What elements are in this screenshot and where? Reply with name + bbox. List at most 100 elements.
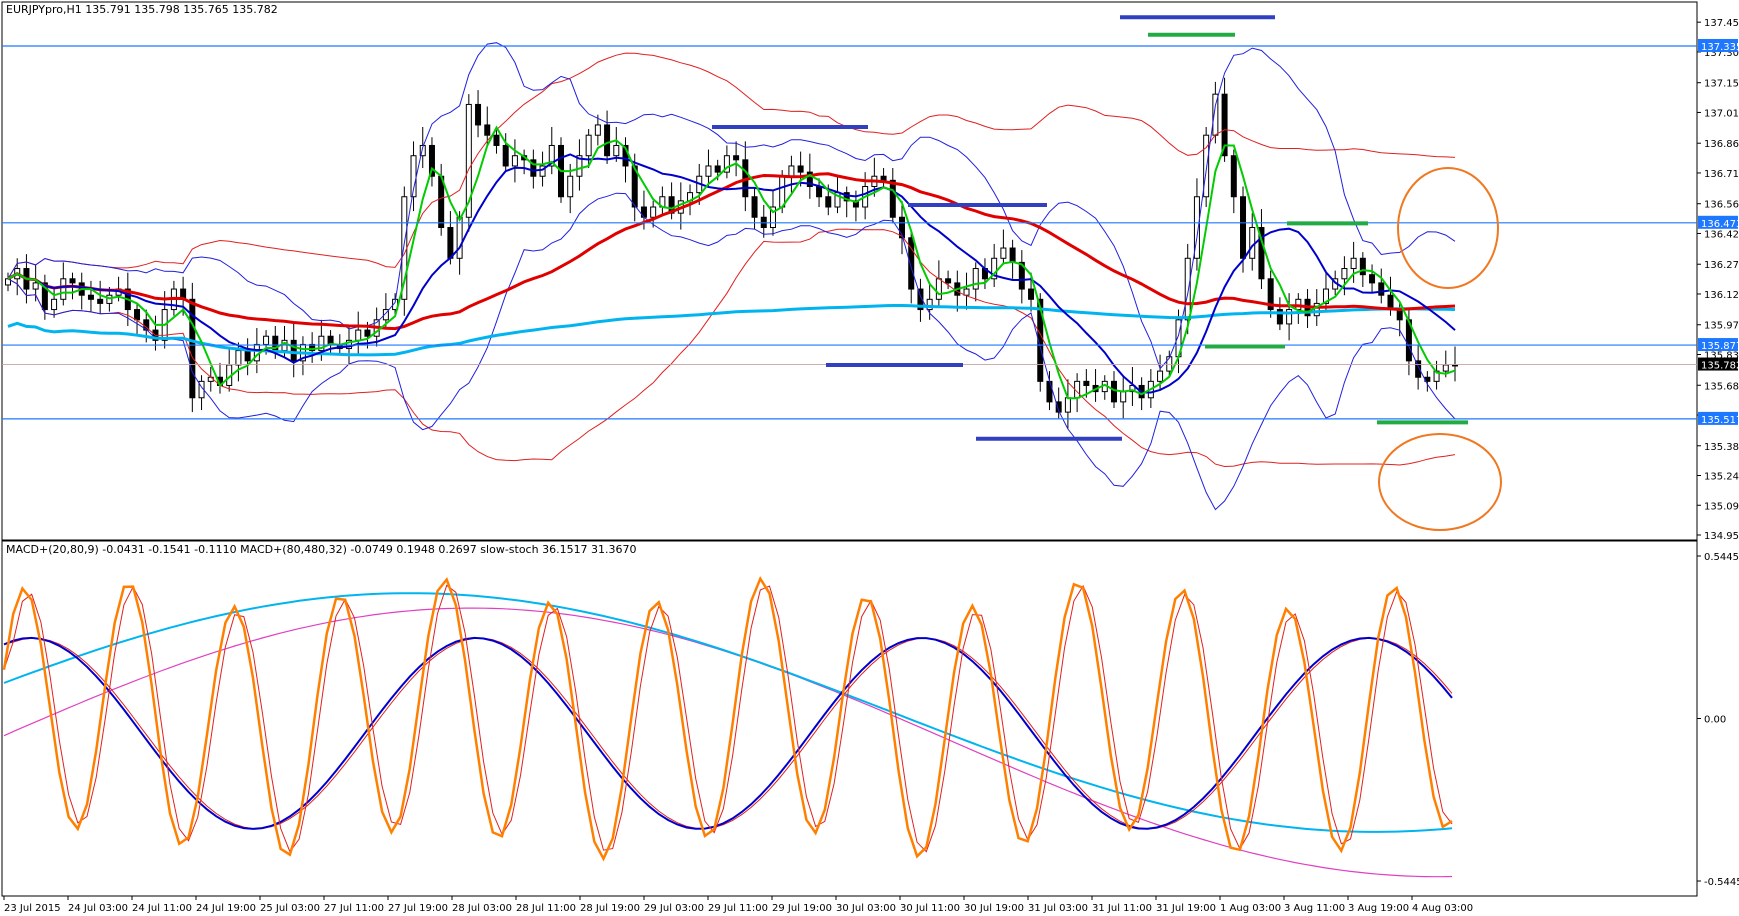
candle-body: [1221, 93, 1228, 157]
candle-body: [1359, 257, 1366, 276]
x-tick-label: 4 Aug 03:00: [1412, 903, 1473, 914]
candle-body: [723, 155, 730, 173]
candle-body: [428, 144, 435, 177]
x-tick-label: 28 Jul 03:00: [452, 903, 512, 914]
candle-body: [1350, 257, 1357, 270]
sub-y-tick-label: -0.5445: [1704, 877, 1739, 888]
candle-body: [604, 124, 611, 157]
x-tick-label: 3 Aug 11:00: [1284, 903, 1345, 914]
candle-body: [41, 282, 48, 311]
x-tick-label: 27 Jul 19:00: [388, 903, 448, 914]
y-tick-label: 135.386: [1704, 442, 1739, 453]
candle-body: [594, 124, 601, 136]
candle-body: [825, 196, 832, 208]
candle-body: [733, 155, 740, 161]
candle-body: [87, 294, 94, 300]
candle-body: [935, 278, 942, 300]
macd-fast: [3, 636, 1453, 830]
candle-body: [355, 329, 362, 341]
candle-body: [705, 165, 712, 177]
candle-body: [1230, 155, 1237, 198]
x-tick-label: 31 Jul 03:00: [1028, 903, 1088, 914]
main-chart-label: EURJPYpro,H1 135.791 135.798 135.765 135…: [6, 3, 278, 16]
candle-body: [263, 335, 270, 345]
y-tick-label: 136.421: [1704, 229, 1739, 240]
x-tick-label: 29 Jul 11:00: [708, 903, 768, 914]
y-tick-label: 136.716: [1704, 169, 1739, 180]
candle-body: [1083, 380, 1090, 386]
candle-body: [318, 335, 325, 352]
x-tick-label: 31 Jul 19:00: [1156, 903, 1216, 914]
candle-body: [32, 282, 39, 290]
highlight-circle: [1378, 433, 1502, 531]
y-tick-label: 137.011: [1704, 108, 1739, 119]
candle-body: [889, 179, 896, 218]
candle-body: [1452, 364, 1458, 367]
candle-body: [134, 309, 141, 321]
candle-body: [475, 103, 482, 126]
current-price-tag: [1698, 357, 1738, 371]
candle-body: [945, 278, 952, 284]
bollinger-upper: [7, 42, 1456, 370]
y-tick-label: 135.241: [1704, 472, 1739, 483]
candle-body: [69, 278, 76, 284]
candle-body: [244, 350, 251, 362]
macd-slow: [3, 592, 1453, 833]
x-tick-label: 31 Jul 11:00: [1092, 903, 1152, 914]
moving-average-red: [7, 172, 1456, 331]
level-price-tag: [1698, 38, 1738, 52]
candle-body: [880, 175, 887, 181]
candle-body: [511, 155, 518, 167]
x-tick-label: 30 Jul 03:00: [836, 903, 896, 914]
y-tick-label: 136.861: [1704, 139, 1739, 150]
x-tick-label: 28 Jul 19:00: [580, 903, 640, 914]
candle-body: [1064, 397, 1071, 413]
x-tick-label: 27 Jul 11:00: [324, 903, 384, 914]
y-tick-label: 137.306: [1704, 48, 1739, 59]
candle-body: [1286, 309, 1293, 325]
candle-body: [631, 165, 638, 208]
x-tick-label: 23 Jul 2015: [4, 903, 61, 914]
candle-body: [382, 309, 389, 321]
candle-body: [1341, 268, 1348, 280]
candle-body: [1415, 360, 1422, 378]
y-tick-label: 137.156: [1704, 79, 1739, 90]
candle-body: [1046, 380, 1053, 403]
slow-stoch-line: [2, 575, 1453, 862]
candle-body: [1018, 261, 1025, 290]
y-tick-label: 135.831: [1704, 350, 1739, 361]
candle-body: [290, 339, 297, 362]
candle-body: [419, 144, 426, 157]
candle-body: [1110, 380, 1117, 403]
x-tick-label: 24 Jul 19:00: [196, 903, 256, 914]
x-tick-label: 25 Jul 03:00: [260, 903, 320, 914]
candle-body: [1203, 134, 1210, 198]
highlight-circle: [1397, 167, 1499, 289]
level-price-label: 137.335: [1701, 42, 1739, 53]
y-tick-label: 135.681: [1704, 381, 1739, 392]
candle-body: [1369, 274, 1376, 284]
candle-body: [493, 134, 500, 146]
sub-y-tick-label: 0.5445: [1704, 552, 1739, 563]
candle-body: [1166, 356, 1173, 372]
indicator-label: MACD+(20,80,9) -0.0431 -0.1541 -0.1110 M…: [6, 543, 637, 556]
sub-y-tick-label: 0.00: [1704, 715, 1726, 726]
level-price-label: 136.473: [1701, 219, 1739, 230]
candle-body: [539, 165, 546, 177]
moving-average-blue: [7, 153, 1456, 394]
level-price-tag: [1698, 215, 1738, 229]
stoch-signal: [3, 584, 1453, 853]
y-tick-label: 136.271: [1704, 260, 1739, 271]
candle-body: [769, 206, 776, 229]
bollinger-lower: [7, 192, 1456, 511]
candle-body: [1258, 227, 1265, 280]
candle-body: [1037, 298, 1044, 382]
candle-body: [548, 144, 555, 167]
candle-body: [899, 216, 906, 239]
x-tick-label: 3 Aug 19:00: [1348, 903, 1409, 914]
level-price-tag: [1698, 411, 1738, 425]
candle-body: [806, 171, 813, 187]
candle-body: [779, 175, 786, 208]
candle-body: [1009, 247, 1016, 263]
